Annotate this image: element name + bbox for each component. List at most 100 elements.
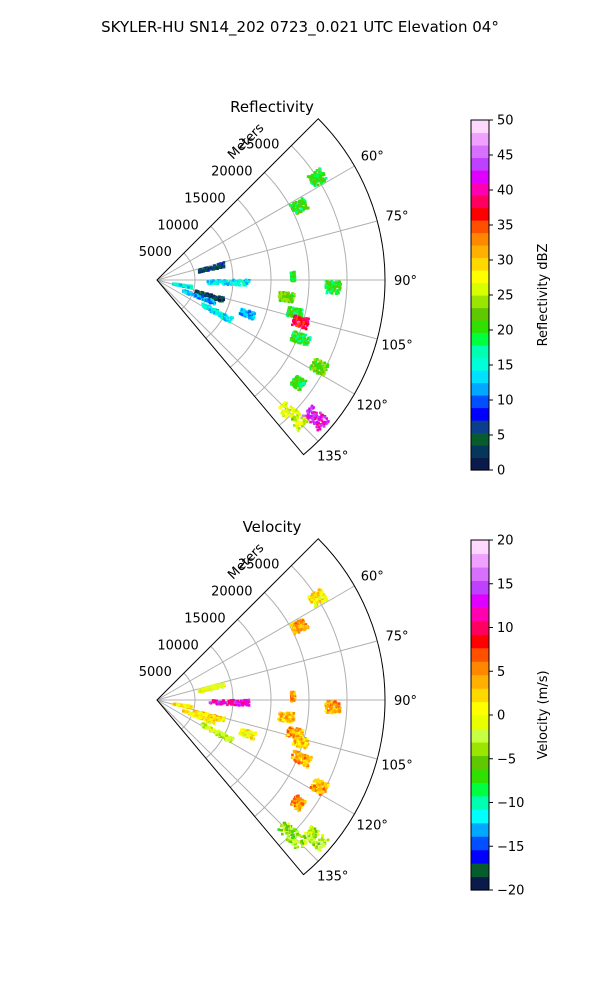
echo-pixel <box>298 413 301 416</box>
echo-pixel <box>295 797 299 801</box>
echo-pixel <box>318 790 321 794</box>
colorbar-swatch <box>471 580 489 595</box>
echo-pixel <box>292 827 296 831</box>
echo-pixel <box>325 417 328 420</box>
echo-pixel <box>196 294 199 298</box>
echo-pixel <box>180 703 184 707</box>
echo-pixel <box>215 733 219 736</box>
echo-pixel <box>297 761 301 765</box>
echo-pixel <box>295 336 298 340</box>
echo-pixel <box>324 283 328 286</box>
echo-pixel <box>299 623 303 627</box>
echo-pixel <box>299 388 302 391</box>
echo-pixel <box>293 804 297 808</box>
echo-pixel <box>292 733 295 736</box>
echo-pixel <box>313 176 316 179</box>
echo-pixel <box>318 359 322 363</box>
echo-pixel <box>240 308 244 311</box>
echo-pixel <box>289 623 292 627</box>
echo-pixel <box>303 835 306 838</box>
echo-pixel <box>328 290 332 294</box>
echo-pixel <box>206 280 210 283</box>
echo-pixel <box>208 719 211 722</box>
colorbar-swatch <box>471 849 489 864</box>
echo-pixel <box>301 729 305 732</box>
colorbar-swatch <box>471 540 489 555</box>
echo-pixel <box>299 204 302 207</box>
echo-pixel <box>294 330 297 334</box>
echo-pixel <box>311 417 314 420</box>
echo-pixel <box>308 416 312 419</box>
echo-pixel <box>242 729 245 733</box>
echo-pixel <box>302 335 305 338</box>
echo-pixel <box>309 178 312 182</box>
echo-pixel <box>317 588 321 591</box>
echo-pixel <box>188 711 191 714</box>
echo-pixel <box>303 337 307 340</box>
echo-pixel <box>208 721 212 725</box>
echo-pixel <box>311 785 314 788</box>
echo-pixel <box>291 753 294 757</box>
echo-pixel <box>300 761 303 765</box>
echo-pixel <box>317 593 320 597</box>
echo-pixel <box>317 170 321 173</box>
echo-pixel <box>331 701 335 704</box>
echo-pixel <box>285 414 288 417</box>
colorbar-swatch <box>471 395 489 409</box>
echo-pixel <box>233 700 237 703</box>
range-tick-label: 20000 <box>211 165 252 180</box>
echo-pixel <box>318 780 321 783</box>
echo-pixel <box>295 757 299 761</box>
echo-pixel <box>317 415 320 419</box>
echo-pixel <box>208 295 211 299</box>
echo-pixel <box>292 835 296 839</box>
echo-pixel <box>313 367 316 370</box>
reflectivity-panel: Reflectivity 5000 10000 15000 20000 25000 60° 7… <box>139 98 551 479</box>
echo-pixel <box>301 340 304 343</box>
echo-pixel <box>314 593 318 596</box>
echo-pixel <box>222 719 225 723</box>
echo-pixel <box>303 628 306 632</box>
echo-pixel <box>284 405 288 408</box>
echo-pixel <box>286 407 289 411</box>
colorbar-swatch <box>471 345 489 359</box>
echo-pixel <box>298 312 302 316</box>
echo-pixel <box>318 793 322 796</box>
echo-pixel <box>334 700 337 703</box>
echo-pixel <box>320 845 323 849</box>
echo-pixel <box>296 426 299 429</box>
echo-pixel <box>205 714 209 717</box>
colorbar-swatch <box>471 876 489 891</box>
echo-pixel <box>292 272 295 275</box>
echo-pixel <box>301 326 304 330</box>
echo-pixel <box>305 737 309 741</box>
echo-pixel <box>207 266 211 270</box>
echo-pixel <box>300 738 303 741</box>
azimuth-tick-label: 90° <box>394 274 417 289</box>
echo-pixel <box>293 841 296 844</box>
echo-pixel <box>300 382 303 386</box>
echo-pixel <box>318 171 322 175</box>
echo-pixel <box>182 709 185 713</box>
echo-pixel <box>222 298 225 301</box>
echo-pixel <box>297 742 301 745</box>
echo-pixel <box>284 829 287 833</box>
echo-pixel <box>209 298 212 301</box>
echo-pixel <box>296 751 300 755</box>
echo-pixel <box>317 848 321 851</box>
colorbar: −20 −15 −10 −5 0 5 10 15 20 Velocity (m/s) <box>470 534 551 899</box>
echo-pixel <box>214 312 218 316</box>
echo-pixel <box>233 703 237 707</box>
echo-pixel <box>278 299 282 302</box>
echo-pixel <box>291 207 294 210</box>
echo-pixel <box>292 381 295 385</box>
echo-pixel <box>291 333 295 336</box>
echo-pixel <box>201 722 205 725</box>
echo-pixel <box>303 746 307 750</box>
echo-pixel <box>301 754 305 758</box>
echo-pixel <box>290 716 294 720</box>
echo-pixel <box>291 278 295 281</box>
echo-pixel <box>196 714 199 717</box>
echo-pixel <box>297 383 300 387</box>
echo-pixel <box>326 365 329 368</box>
